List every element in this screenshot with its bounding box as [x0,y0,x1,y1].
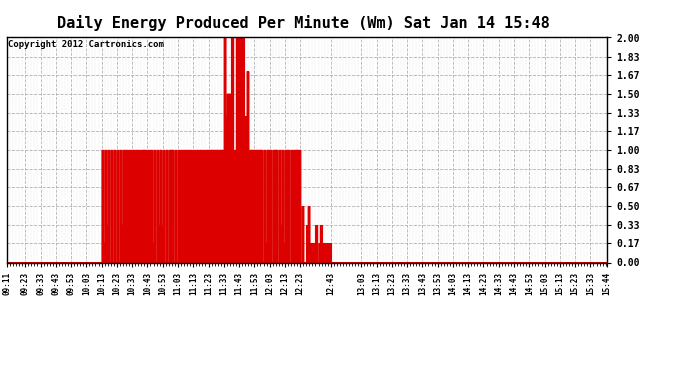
Text: Daily Energy Produced Per Minute (Wm) Sat Jan 14 15:48: Daily Energy Produced Per Minute (Wm) Sa… [57,15,550,31]
Text: Copyright 2012 Cartronics.com: Copyright 2012 Cartronics.com [8,40,164,49]
